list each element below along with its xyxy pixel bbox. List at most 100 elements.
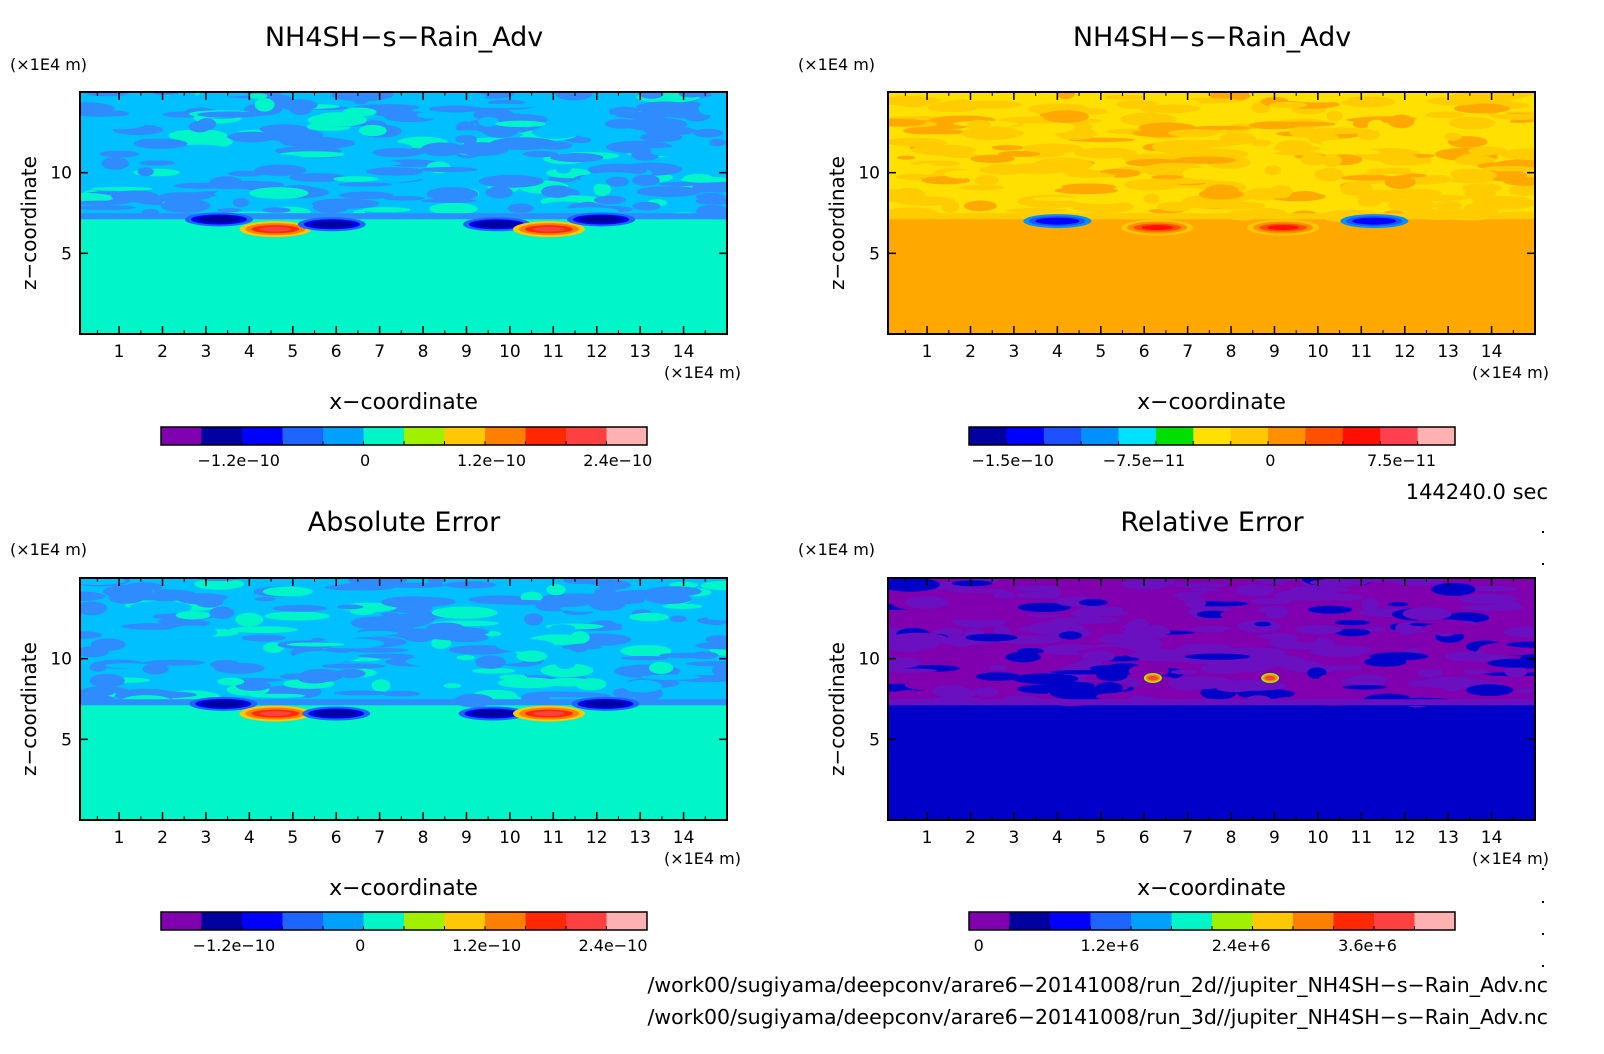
band-patch <box>186 192 210 198</box>
x-tick-label: 13 <box>629 828 651 848</box>
band-patch <box>1012 673 1079 685</box>
band-patch <box>1468 146 1508 156</box>
field-feature <box>201 700 246 708</box>
band-patch <box>1361 598 1379 612</box>
plot-area <box>80 578 727 820</box>
band-patch <box>262 586 313 597</box>
band-patch <box>1355 149 1380 155</box>
colorbar-cell <box>485 912 526 930</box>
z-tick-label: 10 <box>50 650 72 670</box>
band-patch <box>546 584 566 596</box>
colorbar-cell <box>525 912 567 930</box>
field-feature <box>1267 225 1300 231</box>
band-patch <box>478 116 500 127</box>
band-patch <box>1444 132 1462 142</box>
band-patch <box>228 131 275 143</box>
band-patch <box>994 625 1011 637</box>
band-patch <box>438 593 460 598</box>
field-feature <box>583 700 628 708</box>
band-patch <box>572 137 592 144</box>
colorbar-cell <box>969 912 1010 930</box>
x-tick-label: 13 <box>629 342 651 362</box>
band-patch <box>1427 96 1484 106</box>
band-patch <box>169 92 196 102</box>
x-tick-label: 11 <box>542 828 564 848</box>
band-patch <box>1324 665 1364 671</box>
band-patch <box>915 648 959 658</box>
band-patch <box>970 154 1015 163</box>
band-patch <box>1369 652 1429 661</box>
band-patch <box>1503 177 1535 186</box>
band-patch <box>678 669 696 678</box>
band-patch <box>336 604 364 610</box>
band-patch <box>229 626 298 634</box>
band-edge <box>888 699 1535 706</box>
band-patch <box>1422 622 1482 634</box>
colorbar-cell <box>1050 912 1091 930</box>
band-patch <box>994 591 1015 600</box>
band-patch <box>953 613 1015 621</box>
colorbar-label: 1.2e+6 <box>1081 936 1140 955</box>
band-patch <box>707 615 727 621</box>
band-patch <box>1500 148 1535 161</box>
band-patch <box>478 174 544 188</box>
colorbar-cell <box>242 912 283 930</box>
band-patch <box>337 182 392 187</box>
band-patch <box>888 632 949 646</box>
band-edge <box>888 213 1535 220</box>
band-patch <box>705 635 727 644</box>
field-feature <box>532 711 565 717</box>
band-patch <box>194 578 245 590</box>
band-patch <box>1250 139 1272 147</box>
band-patch <box>1122 627 1171 637</box>
band-patch <box>427 92 487 101</box>
band-patch <box>888 118 926 127</box>
x-tick-label: 9 <box>461 342 472 362</box>
x-axis-label: x−coordinate <box>329 390 478 415</box>
band-patch <box>1176 643 1234 655</box>
band-patch <box>254 154 306 165</box>
band-patch <box>217 677 245 686</box>
band-patch <box>524 613 544 626</box>
colorbar-cell <box>1171 912 1213 930</box>
margin-dots <box>1542 531 1544 967</box>
band-patch <box>1515 688 1535 694</box>
field-feature <box>1141 225 1174 231</box>
band-patch <box>1387 114 1415 129</box>
band-patch <box>1300 153 1327 166</box>
colorbar-cell <box>1342 427 1381 445</box>
band-patch <box>1198 189 1244 200</box>
z-tick-label: 5 <box>61 244 72 264</box>
band-patch <box>1294 624 1343 635</box>
band-patch <box>616 120 685 129</box>
x-tick-label: 8 <box>418 342 429 362</box>
band-patch <box>456 655 475 661</box>
band-patch <box>578 653 633 668</box>
band-patch <box>1182 167 1221 180</box>
band-patch <box>431 606 498 619</box>
band-patch <box>920 147 975 156</box>
band-patch <box>608 106 640 117</box>
band-patch <box>1264 165 1282 176</box>
band-patch <box>1151 175 1184 180</box>
x-tick-label: 5 <box>287 828 298 848</box>
x-tick-label: 5 <box>1095 342 1106 362</box>
band-patch <box>558 583 603 596</box>
colorbar-cell <box>1333 912 1375 930</box>
band-patch <box>90 186 153 191</box>
band-patch <box>973 687 999 697</box>
file-path-3d: /work00/sugiyama/deepconv/arare6−2014100… <box>647 1005 1548 1030</box>
x-tick-label: 7 <box>1182 828 1193 848</box>
band-patch <box>1401 194 1468 202</box>
x-tick-label: 2 <box>965 828 976 848</box>
band-patch <box>372 148 422 158</box>
band-patch <box>366 167 424 176</box>
band-patch <box>620 644 672 658</box>
band-patch <box>1340 96 1396 108</box>
band-patch <box>1268 636 1336 650</box>
band-patch <box>1169 583 1232 588</box>
band-patch <box>431 637 452 649</box>
band-patch <box>1174 156 1237 164</box>
band-patch <box>426 187 479 201</box>
